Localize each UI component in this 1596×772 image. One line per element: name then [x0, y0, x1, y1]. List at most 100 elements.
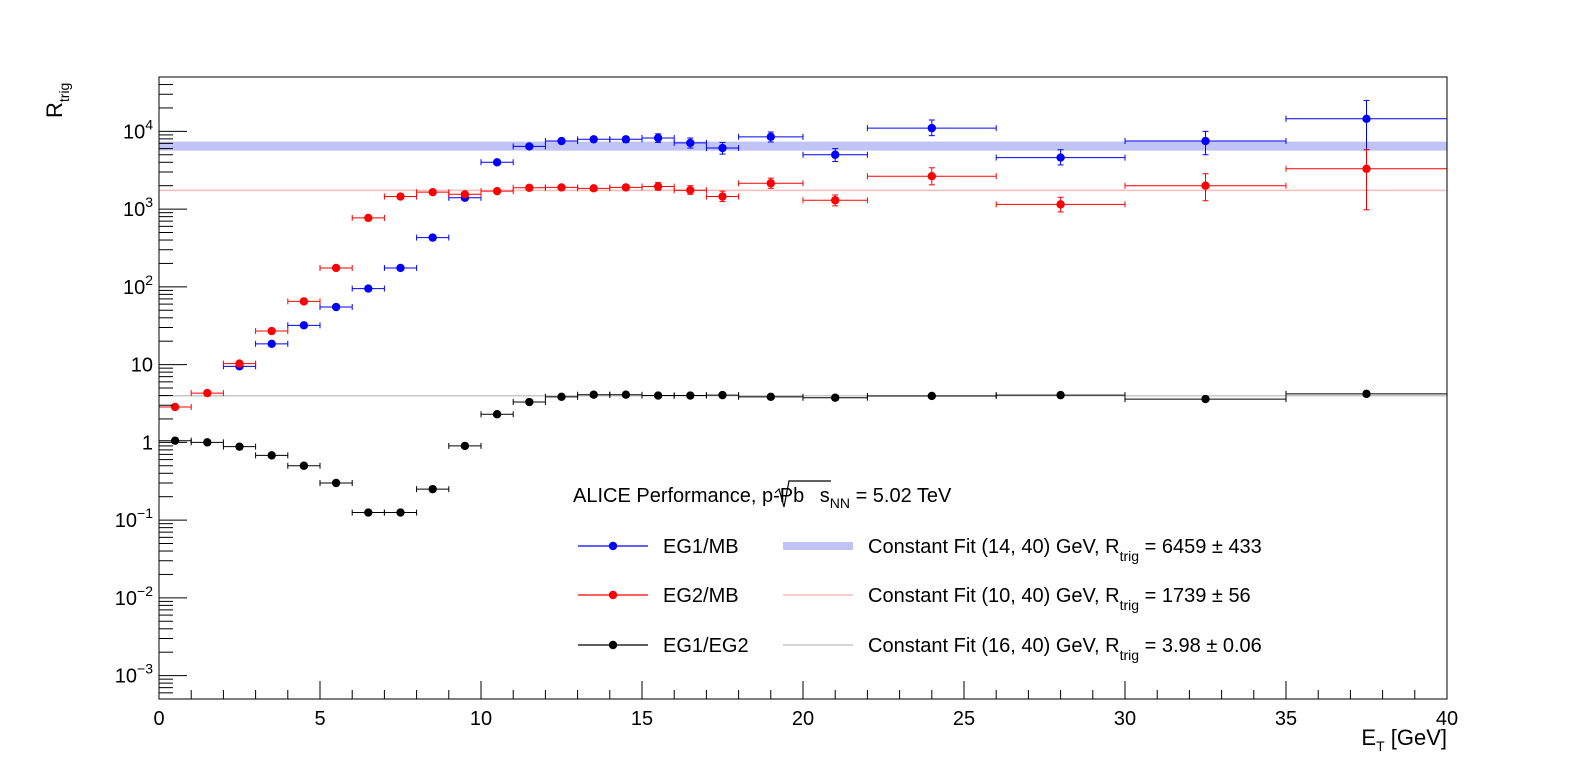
series-eg1-mb: [222, 99, 1448, 371]
data-point: [831, 150, 840, 159]
data-point: [267, 339, 276, 349]
y-tick-label: 104: [123, 116, 153, 143]
data-point: [718, 192, 727, 201]
data-points: [158, 99, 1448, 517]
data-point: [1056, 200, 1065, 209]
x-tick-label: 35: [1275, 708, 1297, 730]
data-point: [331, 478, 341, 488]
data-point: [396, 508, 405, 517]
legend-fit-label: Constant Fit (16, 40) GeV, Rtrig = 3.98 …: [868, 635, 1262, 663]
data-point: [170, 436, 180, 445]
legend-fit-label: Constant Fit (10, 40) GeV, Rtrig = 1739 …: [868, 585, 1251, 613]
y-tick-label: 10−2: [115, 583, 153, 610]
data-point: [766, 392, 775, 402]
data-point: [1362, 164, 1371, 173]
data-point: [170, 402, 180, 412]
data-point: [621, 183, 631, 192]
data-point: [492, 410, 502, 419]
y-tick-label: 10: [131, 355, 153, 377]
legend: EG1/MB EG2/MB EG1/EG2 Constant Fit (14, 40)…: [578, 536, 1262, 663]
data-point: [364, 213, 373, 223]
data-point: [525, 397, 534, 407]
y-tick-label: 103: [123, 194, 153, 221]
series-eg2-mb: [158, 149, 1448, 412]
data-point: [589, 135, 598, 144]
data-point: [831, 393, 840, 402]
data-point: [686, 391, 695, 400]
data-point: [235, 442, 244, 451]
x-tick-label: 40: [1436, 708, 1458, 730]
data-point: [1362, 389, 1371, 399]
data-point: [831, 196, 840, 205]
y-tick-label: 10−3: [115, 661, 153, 688]
data-point: [267, 326, 276, 336]
annotation: ALICE Performance, p-Pb sNN = 5.02 TeV: [573, 480, 952, 511]
data-point: [364, 508, 373, 517]
data-point: [1056, 390, 1065, 400]
data-point: [525, 183, 534, 192]
x-tick-label: 15: [631, 708, 653, 730]
data-point: [557, 183, 566, 192]
data-point: [492, 158, 502, 167]
data-point: [557, 392, 566, 402]
data-point: [718, 143, 727, 153]
data-point: [927, 123, 936, 133]
data-point: [766, 132, 775, 142]
data-point: [686, 138, 695, 148]
data-point: [589, 390, 598, 399]
data-point: [557, 136, 566, 146]
x-tick-label: 0: [153, 708, 164, 730]
legend-marker-point: [608, 541, 618, 551]
data-point: [718, 390, 727, 400]
data-point: [396, 263, 405, 273]
data-point: [1201, 394, 1210, 404]
data-point: [589, 184, 598, 193]
data-point: [1056, 153, 1065, 162]
x-tick-label: 25: [953, 708, 975, 730]
data-point: [1201, 181, 1210, 190]
data-point: [331, 263, 341, 273]
data-point: [396, 192, 405, 201]
legend-label: EG1/MB: [663, 536, 739, 558]
data-point: [653, 182, 663, 191]
data-point: [1362, 114, 1371, 123]
axis-ticks: 0 5 10 15 20 25 30 35 40 10−3 10−2 10−1 1 10 102 103 104: [115, 76, 1458, 730]
data-point: [235, 359, 244, 368]
x-tick-label: 5: [314, 708, 325, 730]
y-tick-label: 1: [142, 432, 153, 454]
legend-marker-point: [608, 590, 618, 600]
series-eg1-eg2: [158, 389, 1448, 517]
data-point: [299, 461, 309, 470]
legend-marker-point: [608, 640, 618, 650]
data-point: [428, 187, 437, 197]
data-point: [460, 441, 470, 451]
data-point: [203, 388, 212, 398]
data-point: [653, 133, 663, 143]
y-tick-label: 10−1: [115, 505, 153, 532]
legend-label: EG1/EG2: [663, 635, 749, 657]
data-point: [927, 391, 936, 401]
data-point: [686, 185, 695, 195]
annotation-text: ALICE Performance, p-Pb sNN = 5.02 TeV: [573, 485, 952, 511]
data-point: [766, 179, 775, 188]
data-point: [927, 171, 936, 181]
legend-label: EG2/MB: [663, 585, 739, 607]
data-point: [460, 190, 470, 199]
data-point: [653, 391, 663, 400]
x-tick-label: 30: [1114, 708, 1136, 730]
x-tick-label: 10: [470, 708, 492, 730]
data-point: [203, 438, 212, 447]
x-axis-label: ET [GeV]: [1361, 725, 1447, 754]
data-point: [331, 302, 341, 312]
sqrt-symbol: [774, 480, 831, 508]
data-point: [428, 233, 437, 242]
data-point: [525, 142, 534, 151]
legend-fit-label: Constant Fit (14, 40) GeV, Rtrig = 6459 …: [868, 536, 1262, 564]
y-axis-label: Rtrig: [42, 83, 72, 118]
data-point: [492, 186, 502, 196]
data-point: [621, 135, 631, 144]
data-point: [364, 284, 373, 293]
data-point: [428, 484, 437, 494]
